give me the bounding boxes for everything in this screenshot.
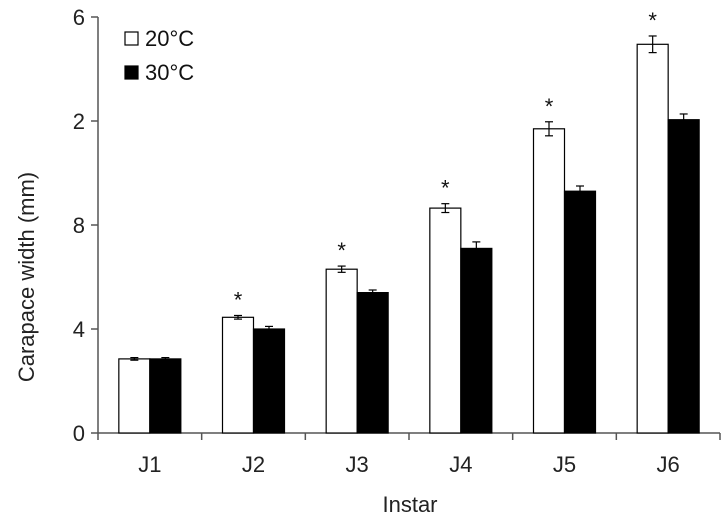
x-tick-label: J2 — [242, 452, 265, 477]
significance-asterisk: * — [648, 8, 657, 33]
legend-label-30c: 30°C — [145, 60, 194, 85]
x-axis-title: Instar — [382, 492, 437, 517]
x-tick-label: J5 — [553, 452, 576, 477]
y-tick-label: 0 — [73, 421, 85, 446]
bar — [356, 292, 389, 434]
legend-label-20c: 20°C — [145, 26, 194, 51]
bar — [429, 207, 462, 434]
bar — [532, 128, 566, 434]
significance-markers: * * * * * — [234, 8, 658, 313]
significance-asterisk: * — [545, 94, 554, 119]
x-axis: J1 J2 J3 J4 J5 J6 — [97, 432, 721, 477]
bar — [149, 358, 182, 434]
legend: 20°C 30°C — [124, 26, 194, 85]
significance-asterisk: * — [234, 287, 243, 312]
significance-asterisk: * — [441, 176, 450, 201]
bar — [667, 119, 700, 434]
x-tick-label: J3 — [346, 452, 369, 477]
bar — [563, 190, 597, 434]
legend-swatch-20c — [124, 31, 139, 46]
bar — [118, 358, 151, 434]
x-tick-label: J4 — [449, 452, 472, 477]
bar — [636, 43, 669, 434]
y-tick-label: 8 — [73, 213, 85, 238]
legend-swatch-30c — [124, 65, 139, 80]
bar — [460, 247, 493, 434]
y-tick-label: 4 — [73, 317, 85, 342]
x-tick-label: J1 — [138, 452, 161, 477]
bars — [118, 35, 700, 434]
y-tick-label: 2 — [73, 109, 85, 134]
y-tick-label: 6 — [73, 5, 85, 30]
bar — [221, 316, 255, 434]
y-axis-title: Carapace width (mm) — [14, 172, 39, 382]
significance-asterisk: * — [337, 238, 346, 263]
bar — [325, 268, 358, 434]
x-tick-label: J6 — [657, 452, 680, 477]
y-axis: 0 4 8 2 6 — [73, 5, 99, 446]
bar — [252, 328, 286, 434]
